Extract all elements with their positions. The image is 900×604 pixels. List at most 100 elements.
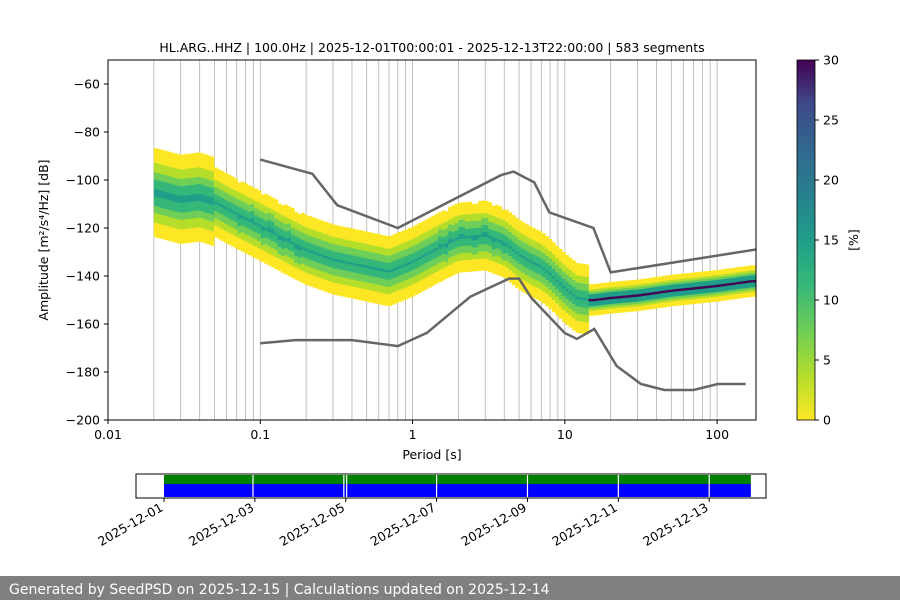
heatmap-cell [454,232,459,236]
heatmap-cell [384,283,389,287]
heatmap-cell [371,261,376,265]
heatmap-cell [505,260,509,263]
heatmap-cell [679,297,683,301]
heatmap-cell [314,247,319,250]
heatmap-cell [491,270,496,274]
heatmap-cell [193,162,198,166]
heatmap-cell [438,264,442,268]
colorbar-tick-label: 25 [823,113,839,128]
heatmap-cell [354,265,359,269]
heatmap-cell [695,281,700,285]
heatmap-cell [565,266,570,270]
heatmap-cell [224,240,228,243]
heatmap-cell [180,173,185,177]
heatmap-cell [187,237,192,241]
heatmap-cell [488,238,493,242]
heatmap-cell [485,253,489,257]
heatmap-cell [428,239,432,242]
heatmap-cell [177,238,182,242]
heatmap-cell [501,240,506,244]
heatmap-cell [200,203,205,207]
y-axis-ticks: −200−180−160−140−120−100−80−60 [66,77,108,428]
heatmap-cell [488,211,493,215]
heatmap-cell [167,178,171,181]
heatmap-cell [515,270,519,274]
heatmap-cell [531,247,536,250]
heatmap-cell [491,253,496,257]
heatmap-cell [565,276,570,280]
heatmap-cell [434,223,439,227]
heatmap-cell [287,213,292,217]
heatmap-cell [294,255,299,259]
heatmap-cell [337,280,342,284]
heatmap-cell [180,231,185,235]
heatmap-cell [207,201,212,204]
heatmap-cell [280,234,285,237]
heatmap-cell [501,228,506,232]
heatmap-cell [471,261,476,265]
heatmap-cell [598,304,603,308]
heatmap-cell [715,289,720,292]
heatmap-cell [725,282,730,286]
heatmap-cell [247,201,252,205]
heatmap-cell [230,231,235,235]
heatmap-cell [250,220,255,224]
heatmap-cell [167,180,171,184]
heatmap-cell [505,243,509,247]
heatmap-cell [729,292,733,295]
heatmap-cell [311,260,315,264]
heatmap-cell [187,206,192,210]
heatmap-cell [217,229,222,233]
heatmap-cell [485,224,489,228]
heatmap-cell [224,232,228,236]
heatmap-cell [398,299,402,303]
heatmap-cell [381,239,386,243]
heatmap-cell [371,290,376,294]
heatmap-cell [167,226,171,229]
heatmap-cell [652,282,657,285]
heatmap-cell [438,274,442,278]
heatmap-cell [605,284,610,288]
heatmap-cell [287,244,292,248]
heatmap-cell [337,256,342,260]
heatmap-cell [598,300,603,303]
heatmap-cell [545,284,549,288]
heatmap-cell [461,259,466,263]
heatmap-cell [207,162,212,166]
heatmap-cell [428,255,432,259]
heatmap-cell [672,291,677,295]
heatmap-cell [414,284,419,288]
heatmap-cell [508,214,513,218]
heatmap-cell [474,251,479,255]
heatmap-cell [311,221,315,225]
heatmap-cell [193,176,198,180]
heatmap-cell [622,290,626,294]
heatmap-cell [217,217,222,221]
heatmap-cell [702,292,707,296]
heatmap-cell [361,278,365,282]
heatmap-cell [518,220,523,224]
heatmap-cell [658,283,663,287]
heatmap-cell [438,240,442,244]
heatmap-cell [193,222,198,226]
heatmap-cell [464,250,469,253]
heatmap-cell [471,213,476,217]
heatmap-cell [414,267,419,271]
heatmap-cell [394,271,399,275]
heatmap-cell [290,248,295,252]
heatmap-cell [224,235,228,239]
heatmap-cell [257,202,262,206]
heatmap-cell [669,277,673,281]
heatmap-cell [458,257,463,261]
heatmap-cell [682,292,687,296]
heatmap-cell [337,237,342,241]
heatmap-cell [351,252,355,256]
heatmap-cell [745,273,750,276]
heatmap-cell [280,241,285,245]
heatmap-cell [217,169,222,173]
heatmap-cell [471,211,476,214]
heatmap-cell [622,295,626,299]
heatmap-cell [157,163,161,167]
heatmap-cell [444,230,449,234]
heatmap-cell [719,281,723,285]
